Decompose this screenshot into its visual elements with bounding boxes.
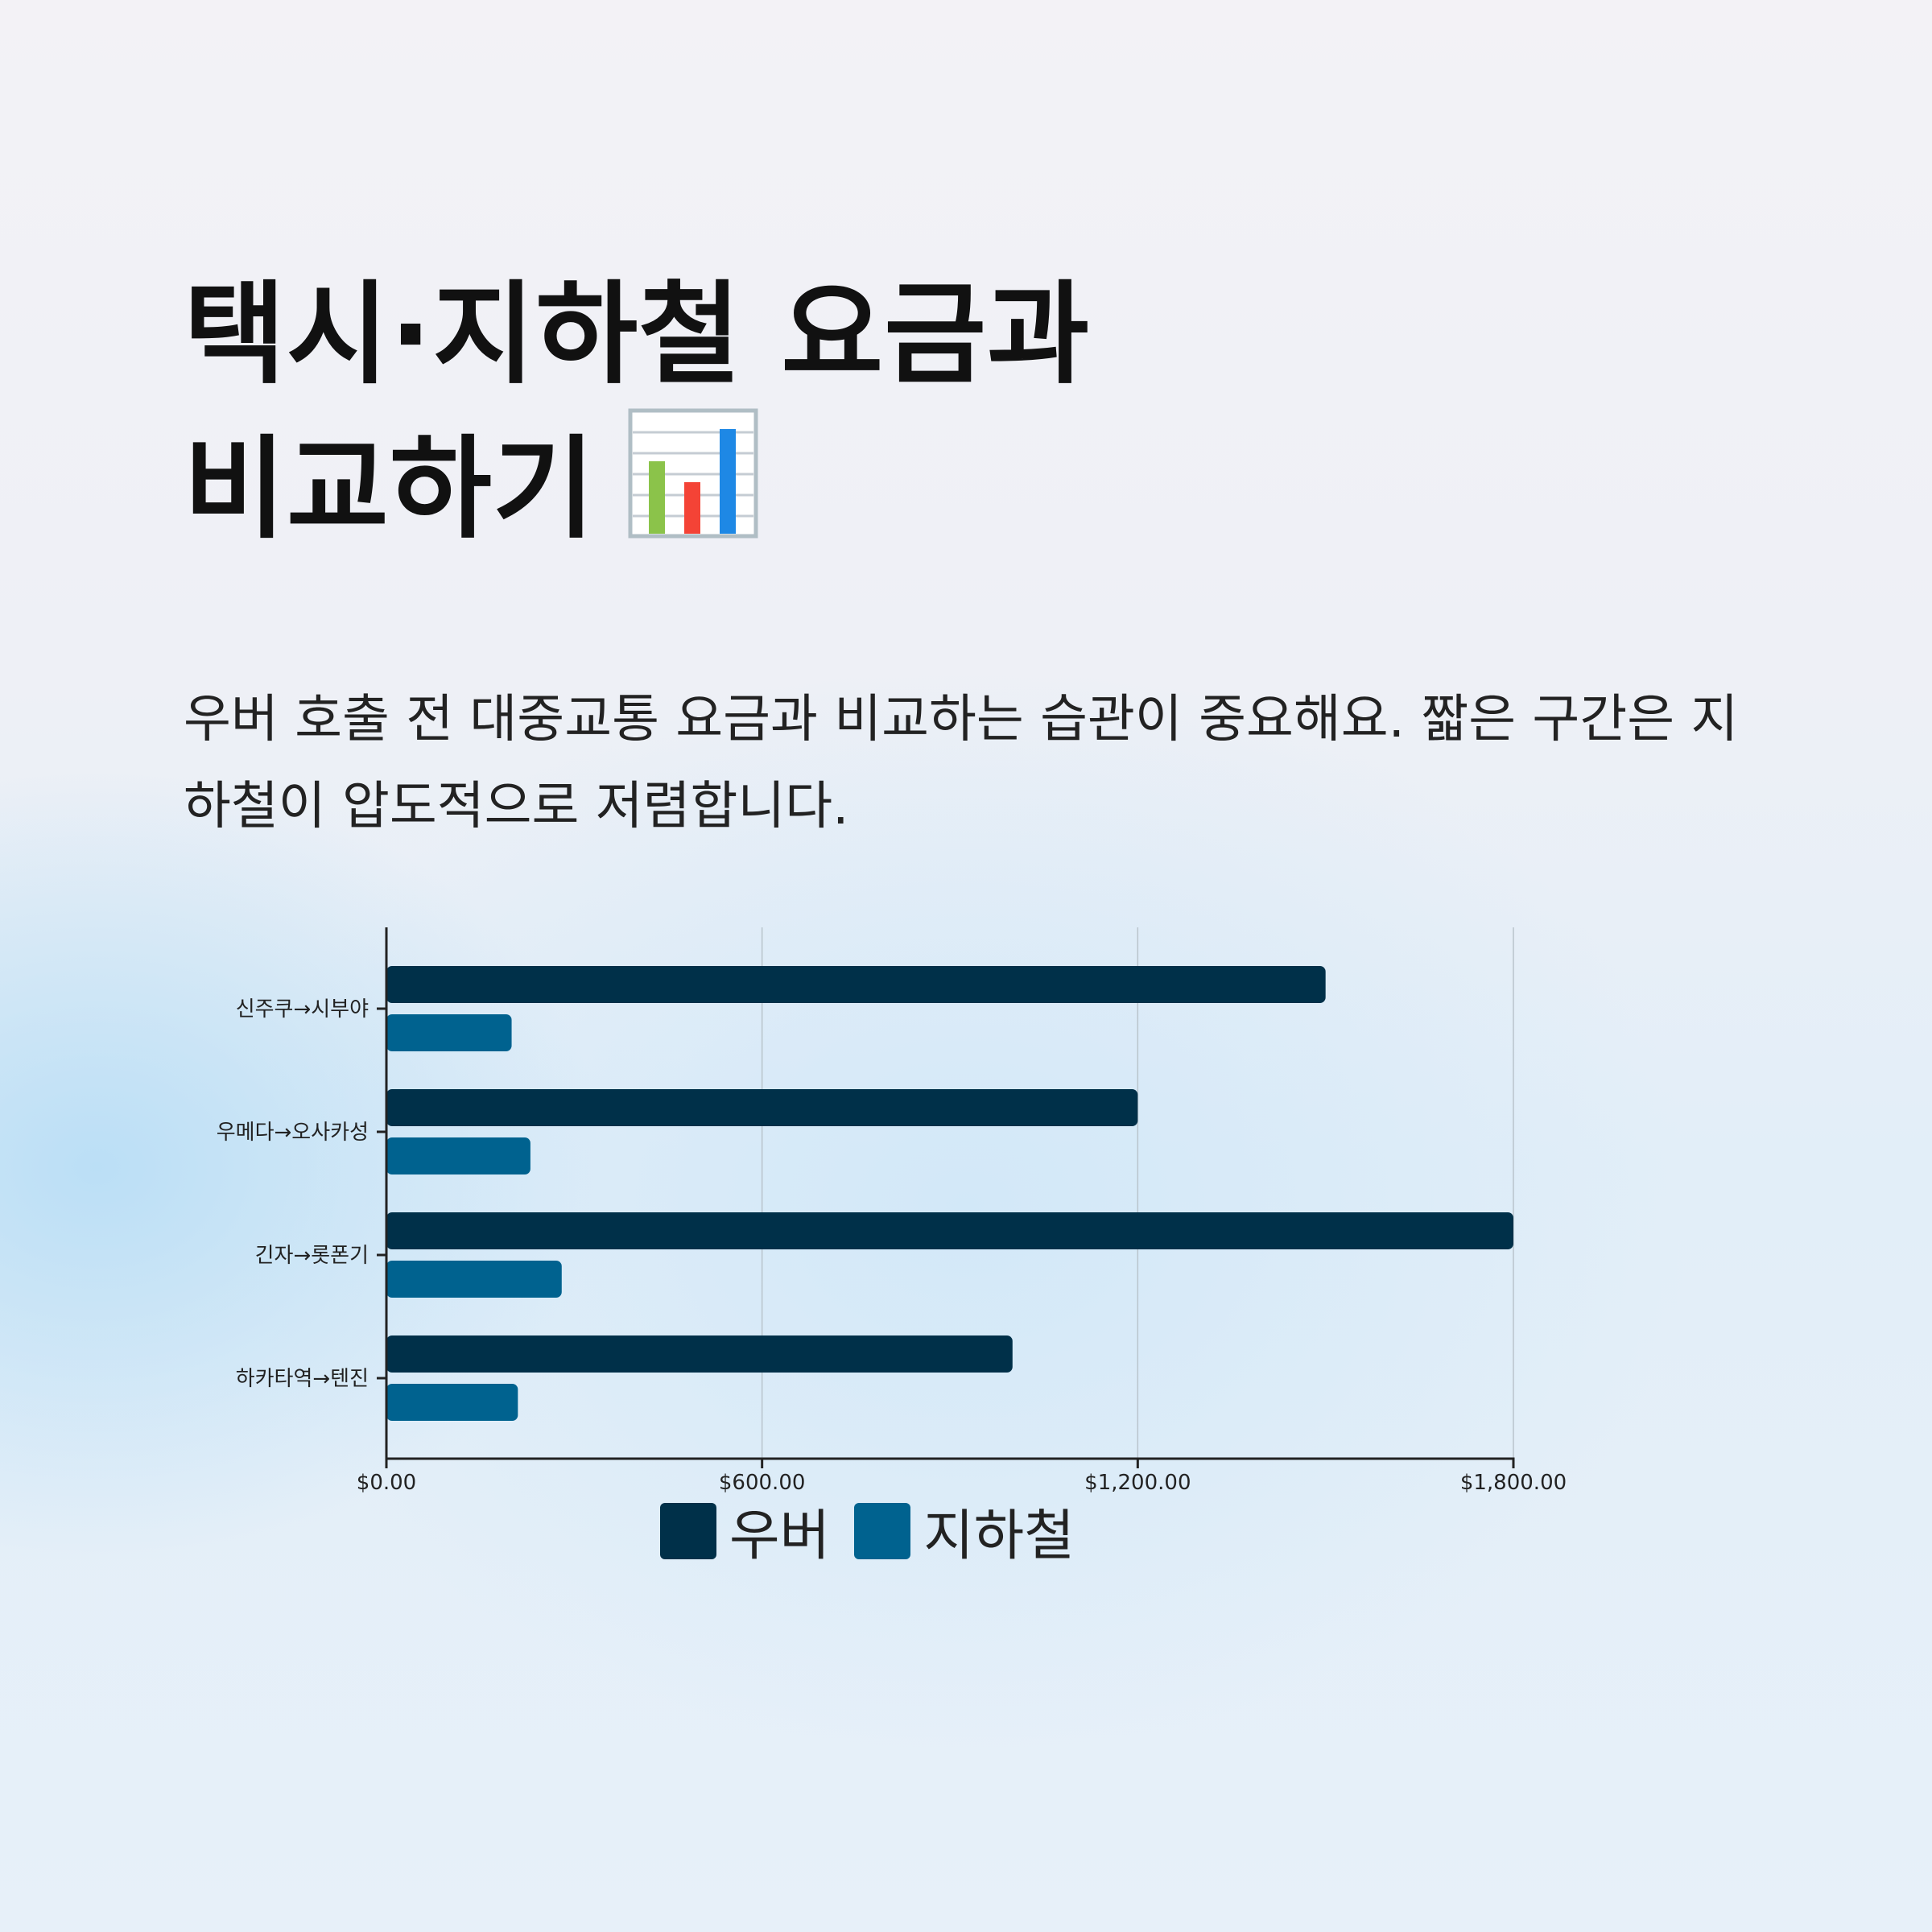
category-label: 신주쿠→시부야	[236, 997, 369, 1022]
bar-subway	[386, 1261, 562, 1298]
bar-subway	[386, 1014, 512, 1051]
bar-subway	[386, 1384, 518, 1421]
legend-label-subway: 지하철	[923, 1491, 1075, 1571]
legend-swatch-subway	[854, 1503, 910, 1559]
category-label: 하카타역→텐진	[236, 1367, 369, 1391]
x-tick-label: $1,800.00	[1460, 1471, 1567, 1495]
bar-uber	[386, 1089, 1137, 1126]
bar-uber	[386, 1335, 1013, 1373]
category-label: 우메다→오사카성	[217, 1121, 369, 1145]
x-tick-label: $1,200.00	[1084, 1471, 1191, 1495]
category-label: 긴자→롯폰기	[255, 1244, 369, 1268]
legend-item-subway: 지하철	[854, 1491, 1075, 1571]
legend-swatch-uber	[660, 1503, 716, 1559]
legend-label-uber: 우버	[729, 1491, 830, 1571]
legend-item-uber: 우버	[660, 1491, 830, 1571]
x-tick-label: $0.00	[357, 1471, 416, 1495]
bar-uber	[386, 1212, 1513, 1249]
chart-legend: 우버 지하철	[660, 1491, 1099, 1571]
bar-subway	[386, 1137, 530, 1174]
bar-uber	[386, 966, 1326, 1003]
